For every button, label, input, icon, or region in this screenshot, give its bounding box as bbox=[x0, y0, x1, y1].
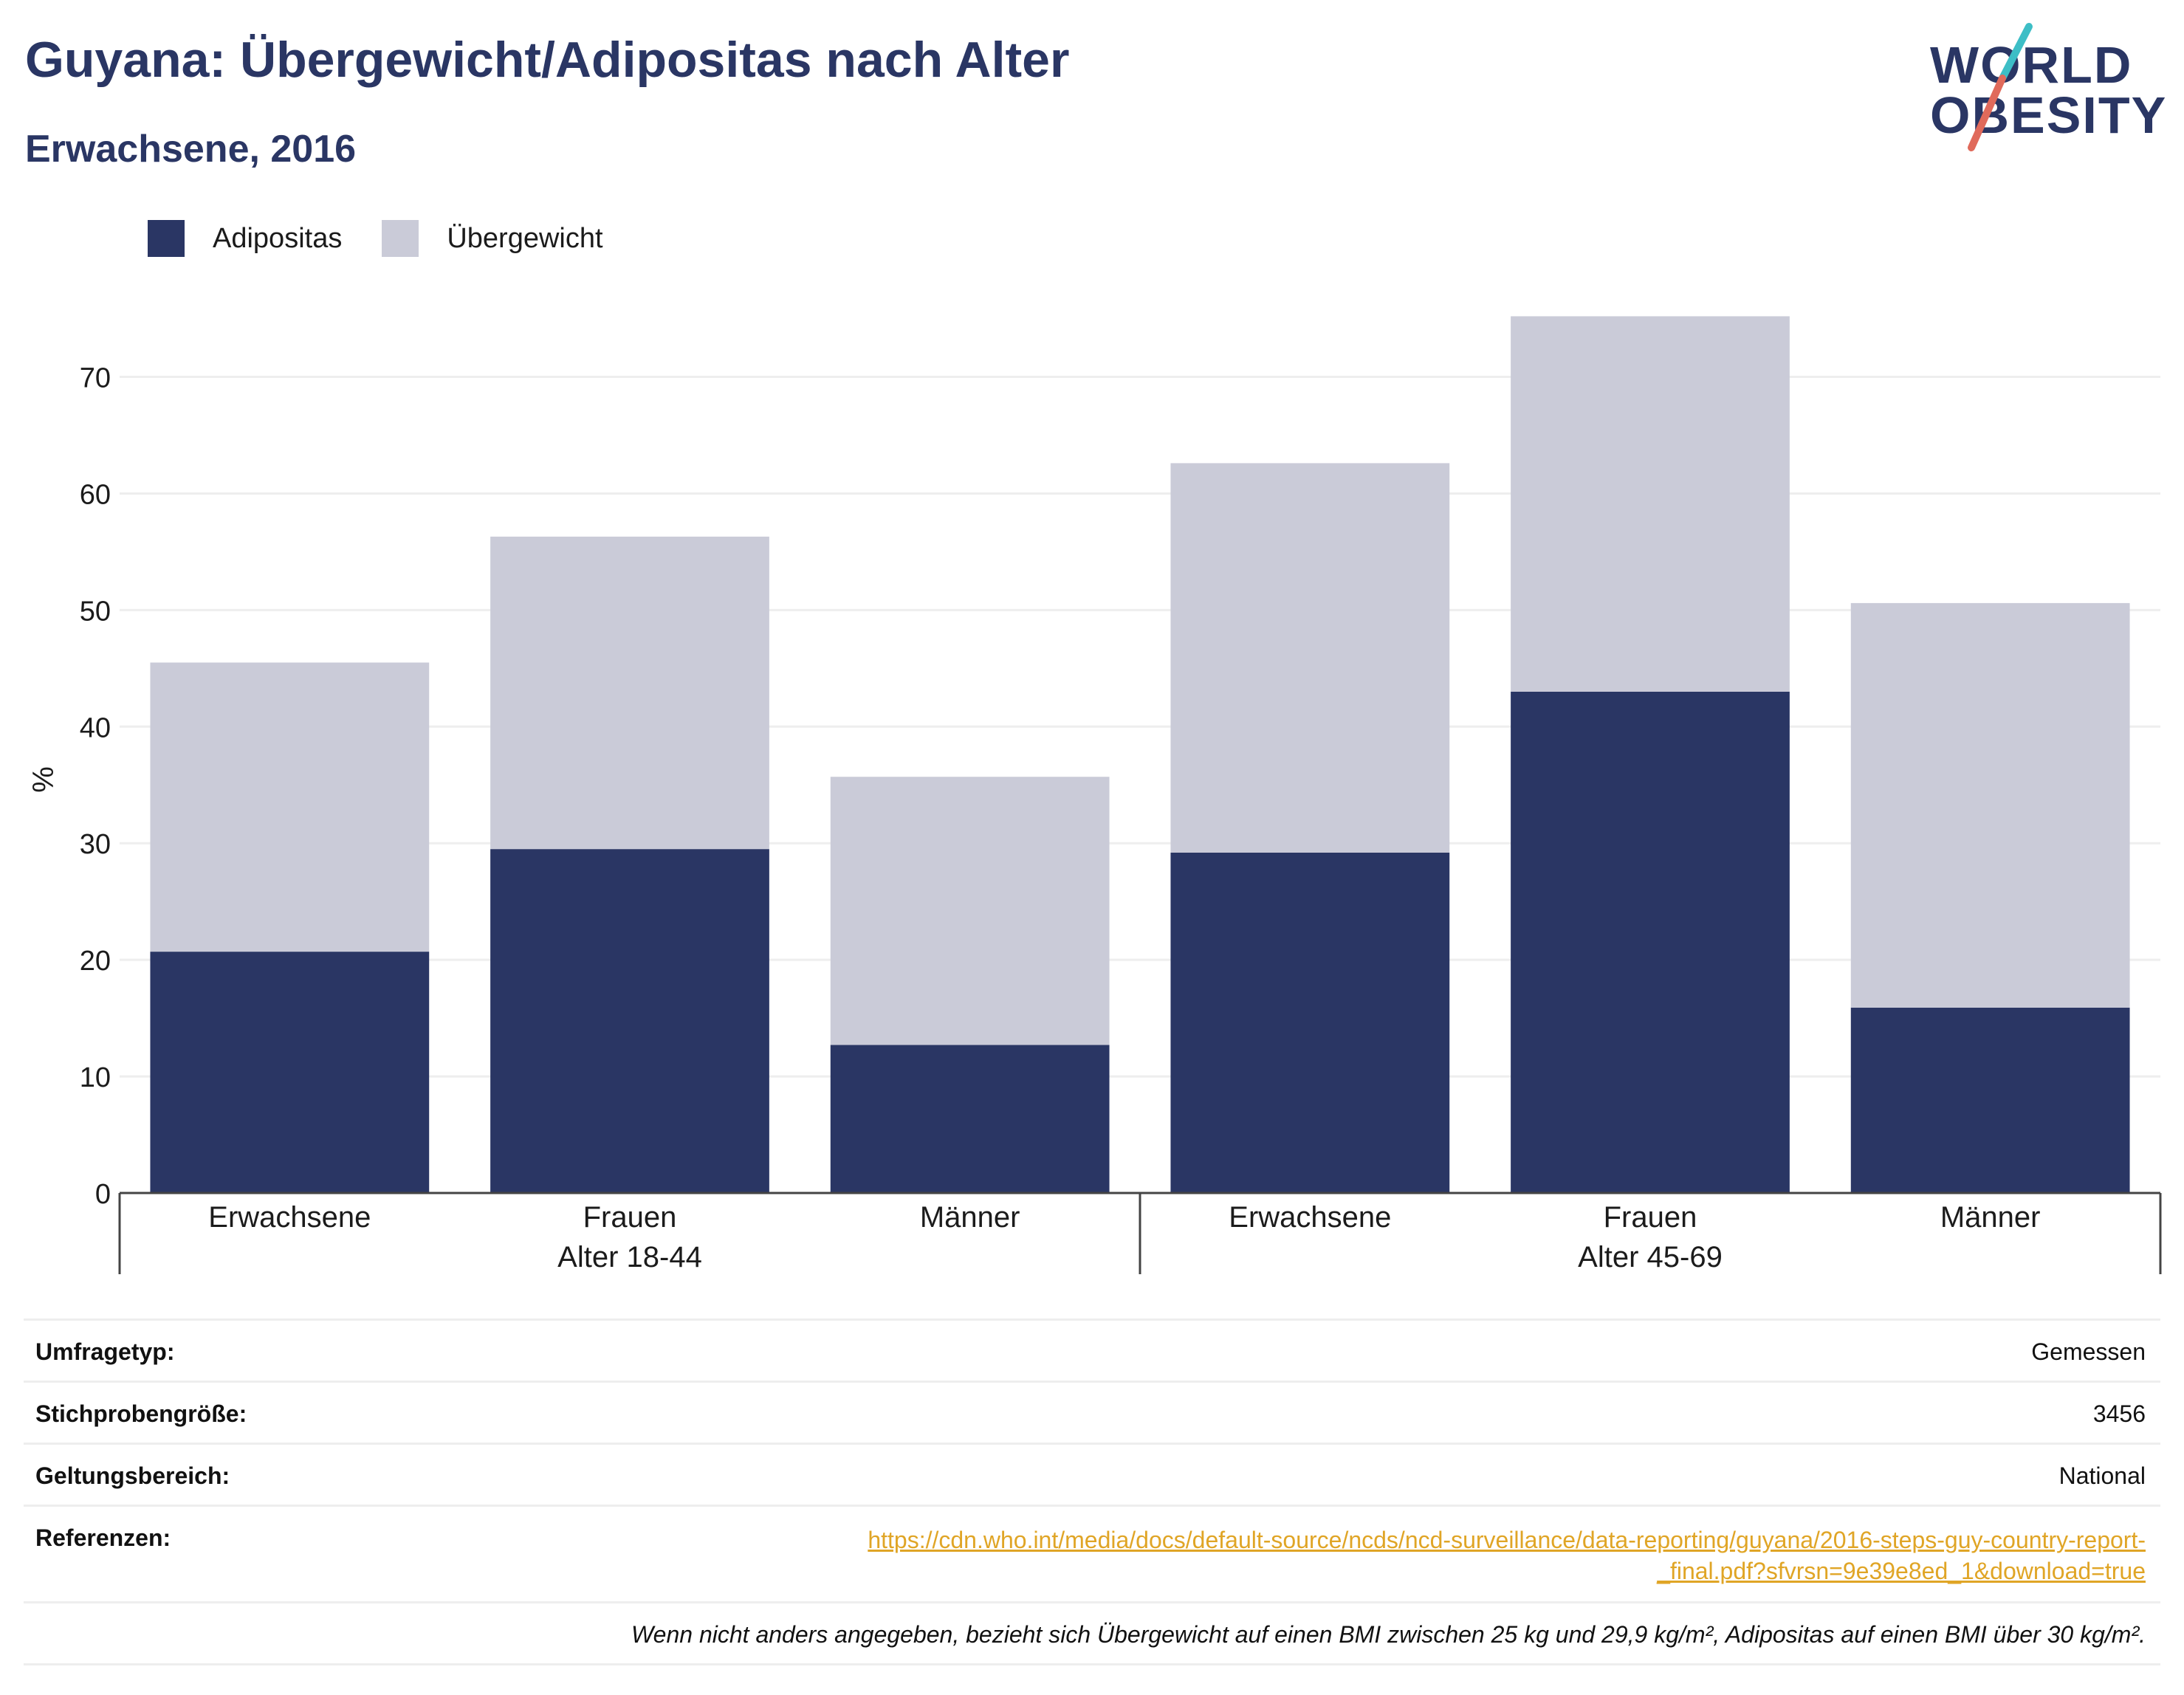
info-row-coverage: Geltungsbereich: National bbox=[24, 1445, 2160, 1507]
y-tick-label: 10 bbox=[80, 1062, 111, 1093]
uebergewicht-bar bbox=[830, 777, 1110, 1045]
legend-swatch-uebergewicht bbox=[382, 220, 419, 257]
adipositas-bar bbox=[490, 849, 769, 1193]
info-row-references: Referenzen: https://cdn.who.int/media/do… bbox=[24, 1507, 2160, 1603]
reference-link[interactable]: https://cdn.who.int/media/docs/default-s… bbox=[868, 1524, 2146, 1586]
y-tick-label: 60 bbox=[80, 479, 111, 510]
y-axis-label: % bbox=[27, 766, 60, 793]
adipositas-bar bbox=[1170, 852, 1450, 1193]
group-label: Alter 18-44 bbox=[557, 1241, 702, 1273]
x-tick-label: Männer bbox=[1940, 1201, 2041, 1234]
y-tick-label: 50 bbox=[80, 596, 111, 627]
info-label: Stichprobengröße: bbox=[35, 1400, 247, 1427]
info-value: National bbox=[2058, 1462, 2146, 1489]
legend-item-uebergewicht[interactable]: Übergewicht bbox=[382, 220, 603, 257]
adipositas-bar bbox=[1511, 691, 1790, 1193]
info-label: Umfragetyp: bbox=[35, 1338, 175, 1365]
x-tick-label: Frauen bbox=[1604, 1201, 1697, 1234]
info-row-survey-type: Umfragetyp: Gemessen bbox=[24, 1321, 2160, 1383]
legend-label-uebergewicht: Übergewicht bbox=[447, 222, 603, 254]
uebergewicht-bar bbox=[150, 662, 430, 952]
uebergewicht-bar bbox=[490, 536, 769, 850]
group-label: Alter 45-69 bbox=[1578, 1241, 1723, 1273]
y-tick-label: 30 bbox=[80, 829, 111, 860]
adipositas-bar bbox=[1850, 1007, 2130, 1193]
info-label: Referenzen: bbox=[35, 1524, 171, 1551]
legend-item-adipositas[interactable]: Adipositas bbox=[148, 220, 342, 257]
info-value: Gemessen bbox=[2031, 1338, 2146, 1365]
logo-word-world: WORLD bbox=[1930, 36, 2133, 94]
y-tick-label: 40 bbox=[80, 712, 111, 743]
legend-swatch-adipositas bbox=[148, 220, 185, 257]
uebergewicht-bar bbox=[1511, 316, 1790, 692]
uebergewicht-bar bbox=[1170, 463, 1450, 853]
world-obesity-logo: WORLD OBESITY bbox=[1920, 21, 2171, 154]
y-tick-label: 20 bbox=[80, 946, 111, 977]
y-tick-label: 0 bbox=[95, 1179, 111, 1210]
adipositas-bar bbox=[830, 1045, 1110, 1193]
chart-legend: Adipositas Übergewicht bbox=[148, 219, 643, 258]
legend-label-adipositas: Adipositas bbox=[213, 222, 343, 254]
chart-title: Guyana: Übergewicht/Adipositas nach Alte… bbox=[25, 32, 1070, 88]
info-table: Umfragetyp: Gemessen Stichprobengröße: 3… bbox=[24, 1318, 2160, 1665]
bmi-definition-note: Wenn nicht anders angegeben, bezieht sic… bbox=[631, 1621, 2146, 1648]
chart-subtitle: Erwachsene, 2016 bbox=[25, 128, 357, 171]
adipositas-bar bbox=[150, 952, 430, 1193]
info-row-note: Wenn nicht anders angegeben, bezieht sic… bbox=[24, 1603, 2160, 1665]
reference-link-line-2: _final.pdf?sfvrsn=9e39e8ed_1&download=tr… bbox=[1657, 1558, 2146, 1584]
x-tick-label: Erwachsene bbox=[208, 1201, 371, 1234]
logo-slash-icon bbox=[1968, 23, 2033, 151]
x-tick-label: Männer bbox=[920, 1201, 1020, 1234]
info-value: 3456 bbox=[2092, 1400, 2146, 1427]
info-label: Geltungsbereich: bbox=[35, 1462, 230, 1489]
reference-link-line-1: https://cdn.who.int/media/docs/default-s… bbox=[868, 1527, 2146, 1553]
stacked-bar-chart: 0 10 20 30 40 50 60 70% Erwachsene Frauen Männer Er… bbox=[27, 316, 2162, 1274]
uebergewicht-bar bbox=[1850, 602, 2130, 1008]
x-tick-label: Frauen bbox=[583, 1201, 677, 1234]
info-row-sample-size: Stichprobengröße: 3456 bbox=[24, 1383, 2160, 1445]
x-tick-label: Erwachsene bbox=[1229, 1201, 1391, 1234]
y-tick-label: 70 bbox=[80, 363, 111, 394]
logo-word-obesity: OBESITY bbox=[1930, 86, 2168, 144]
